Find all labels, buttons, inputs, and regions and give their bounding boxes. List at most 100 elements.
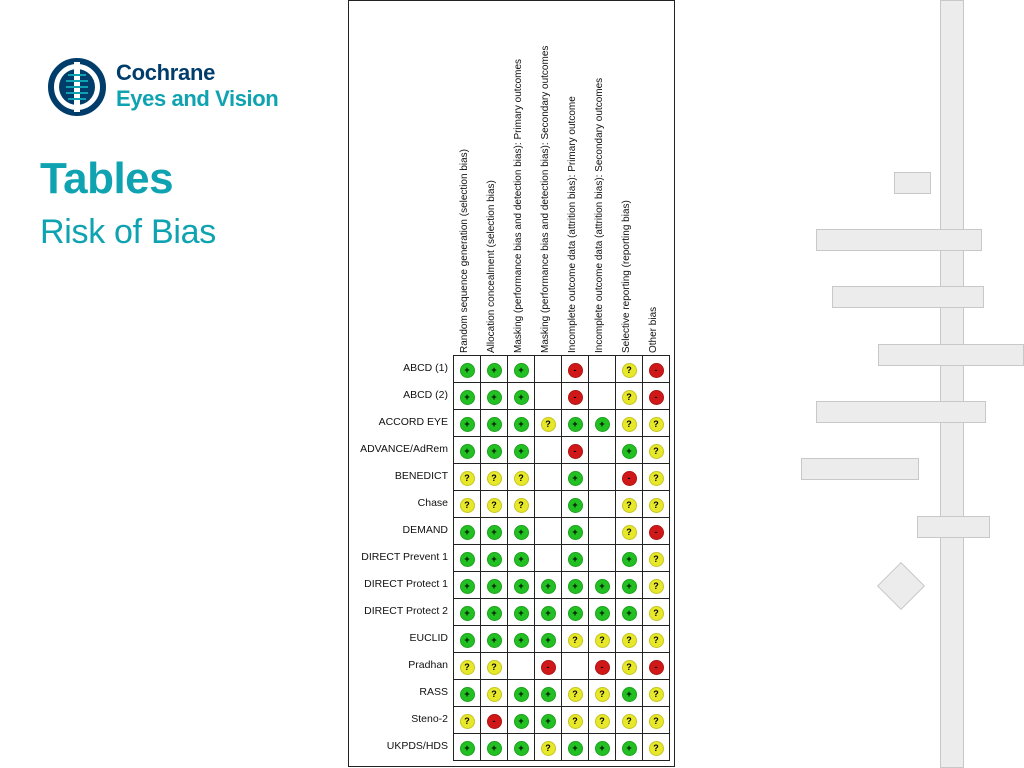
low-risk-icon: +	[540, 633, 556, 648]
rating-cell	[534, 544, 562, 572]
unclear-risk-icon: ?	[648, 714, 664, 729]
unclear-risk-icon: ?	[459, 660, 475, 675]
rating-cell: +	[453, 571, 481, 599]
table-row: ?? - -? -	[453, 652, 670, 680]
decor-block	[801, 458, 919, 480]
low-risk-icon: +	[459, 417, 475, 432]
unclear-risk-icon: ?	[594, 687, 610, 702]
high-risk-icon: -	[648, 390, 664, 405]
low-risk-icon: +	[486, 444, 502, 459]
rating-cell: ?	[480, 490, 508, 518]
low-risk-icon: +	[486, 417, 502, 432]
rating-cell: +	[615, 733, 643, 761]
rating-cell: +	[507, 733, 535, 761]
low-risk-icon: +	[486, 525, 502, 540]
unclear-risk-icon: ?	[486, 498, 502, 513]
low-risk-icon: +	[540, 687, 556, 702]
rating-cell: ?	[453, 463, 481, 491]
rating-cell: ?	[642, 409, 670, 437]
low-risk-icon: +	[567, 741, 583, 756]
rating-cell: +	[480, 436, 508, 464]
study-label: RASS	[419, 686, 448, 698]
rating-cell: ?	[588, 679, 616, 707]
cochrane-logo: Cochrane Eyes and Vision	[48, 56, 288, 118]
unclear-risk-icon: ?	[459, 471, 475, 486]
low-risk-icon: +	[594, 741, 610, 756]
column-header-label: Incomplete outcome data (attrition bias)…	[567, 96, 578, 353]
rating-cell: -	[642, 517, 670, 545]
rating-cell: +	[453, 625, 481, 653]
rating-cell: +	[588, 409, 616, 437]
rating-cell: -	[561, 436, 589, 464]
rating-cell	[588, 382, 616, 410]
unclear-risk-icon: ?	[567, 714, 583, 729]
low-risk-icon: +	[486, 552, 502, 567]
rating-cell: +	[453, 436, 481, 464]
rating-cell	[588, 463, 616, 491]
unclear-risk-icon: ?	[621, 363, 637, 378]
rating-cell: ?	[642, 733, 670, 761]
rating-cell: -	[561, 355, 589, 383]
rating-cell	[588, 436, 616, 464]
rating-cell: +	[480, 409, 508, 437]
low-risk-icon: +	[486, 579, 502, 594]
low-risk-icon: +	[459, 390, 475, 405]
low-risk-icon: +	[459, 525, 475, 540]
table-row: + + + -? -	[453, 355, 670, 383]
table-row: + + + + + + +?	[453, 598, 670, 626]
rating-cell: ?	[534, 409, 562, 437]
study-label: UKPDS/HDS	[386, 740, 448, 752]
rating-cell: ?	[561, 706, 589, 734]
rating-cell: +	[507, 571, 535, 599]
rating-cell: +	[480, 571, 508, 599]
rating-cell: +	[615, 571, 643, 599]
rating-cell: -	[642, 652, 670, 680]
rating-cell: +	[480, 382, 508, 410]
unclear-risk-icon: ?	[621, 714, 637, 729]
rating-cell: -	[642, 382, 670, 410]
rating-cell: ?	[561, 625, 589, 653]
rating-cell: -	[480, 706, 508, 734]
rating-cell: +	[507, 409, 535, 437]
rating-cell: ?	[642, 436, 670, 464]
rating-cell: ?	[615, 517, 643, 545]
rating-cell: +	[588, 571, 616, 599]
decor-block	[894, 172, 931, 194]
high-risk-icon: -	[621, 471, 637, 486]
low-risk-icon: +	[621, 687, 637, 702]
rating-cell: +	[480, 733, 508, 761]
study-label: EUCLID	[409, 632, 448, 644]
rating-cell	[588, 355, 616, 383]
table-row: ??? +??	[453, 490, 670, 518]
low-risk-icon: +	[513, 525, 529, 540]
rating-cell: +	[561, 598, 589, 626]
rating-cell: ?	[642, 706, 670, 734]
unclear-risk-icon: ?	[621, 417, 637, 432]
rating-cell: +	[615, 544, 643, 572]
low-risk-icon: +	[594, 606, 610, 621]
rating-cell	[534, 463, 562, 491]
rating-cell: ?	[453, 652, 481, 680]
rating-cell: +	[615, 598, 643, 626]
study-label: DIRECT Protect 1	[364, 578, 448, 590]
rating-cell: ?	[588, 706, 616, 734]
low-risk-icon: +	[513, 552, 529, 567]
rating-cell: +	[561, 409, 589, 437]
low-risk-icon: +	[513, 687, 529, 702]
unclear-risk-icon: ?	[648, 606, 664, 621]
table-row: + + + -? -	[453, 382, 670, 410]
low-risk-icon: +	[513, 390, 529, 405]
rating-cell: -	[615, 463, 643, 491]
rating-cell: +	[507, 679, 535, 707]
cochrane-logo-icon	[48, 58, 106, 116]
rating-cell: +	[561, 544, 589, 572]
rating-cell: ?	[615, 355, 643, 383]
low-risk-icon: +	[486, 633, 502, 648]
rating-cell: ?	[480, 463, 508, 491]
high-risk-icon: -	[648, 363, 664, 378]
low-risk-icon: +	[513, 714, 529, 729]
unclear-risk-icon: ?	[621, 390, 637, 405]
unclear-risk-icon: ?	[486, 660, 502, 675]
column-header: Random sequence generation (selection bi…	[453, 0, 480, 353]
table-row: + + + + +?	[453, 544, 670, 572]
